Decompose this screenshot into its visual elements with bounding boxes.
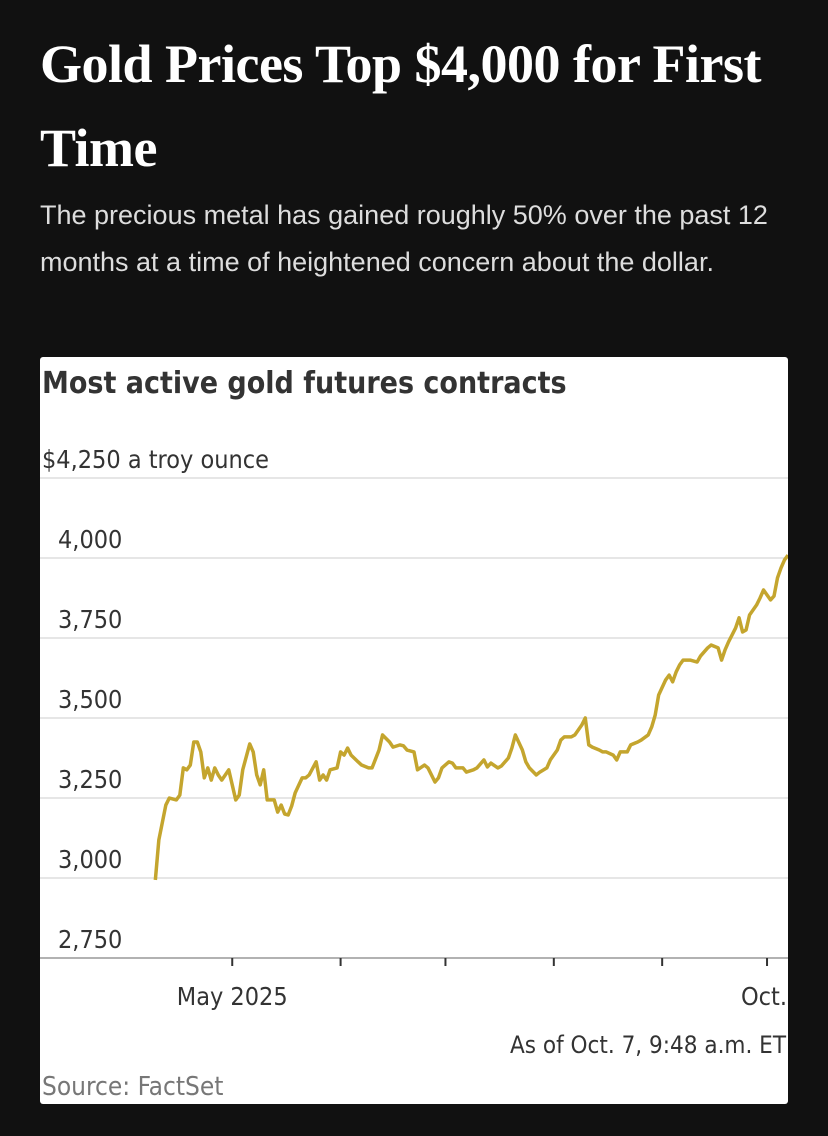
x-tick-label: Oct. bbox=[741, 982, 787, 1011]
y-tick-label: 3,000 bbox=[58, 845, 122, 874]
chart-card: Most active gold futures contracts As of… bbox=[40, 357, 790, 1104]
y-tick-label: 2,750 bbox=[58, 925, 122, 954]
chart: Most active gold futures contracts As of… bbox=[40, 366, 790, 1102]
y-tick-label: 3,750 bbox=[58, 605, 122, 634]
source: Source: FactSet bbox=[42, 1072, 223, 1102]
x-tick-label: May 2025 bbox=[177, 982, 288, 1011]
note: As of Oct. 7, 9:48 a.m. ET bbox=[510, 1031, 787, 1059]
price-line bbox=[153, 554, 790, 881]
y-tick-label: 3,500 bbox=[58, 685, 122, 714]
y-tick-label: 3,250 bbox=[58, 765, 122, 794]
y-tick-label: $4,250 a troy ounce bbox=[42, 445, 269, 474]
y-tick-label: 4,000 bbox=[58, 525, 122, 554]
chart-title: Most active gold futures contracts bbox=[42, 366, 567, 401]
subheadline: The precious metal has gained roughly 50… bbox=[40, 200, 768, 277]
headline: Gold Prices Top $4,000 for First Time bbox=[40, 34, 762, 178]
